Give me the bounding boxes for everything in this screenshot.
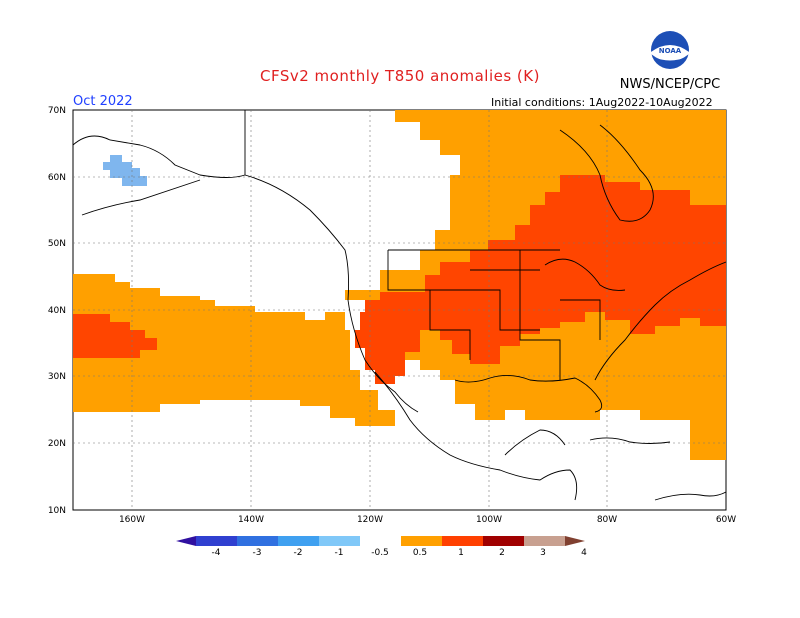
lon-label: 80W: [597, 515, 617, 525]
colorbar: [176, 536, 585, 546]
colorbar-swatch: [237, 536, 278, 546]
lat-label: 10N: [48, 506, 66, 516]
colorbar-arrow-left: [176, 536, 196, 546]
colorbar-labels: -4 -3 -2 -1 -0.5 0.5 1 2 3 4: [212, 548, 588, 558]
colorbar-label: 1: [458, 548, 464, 558]
lon-label: 100W: [476, 515, 502, 525]
colorbar-swatch: [442, 536, 483, 546]
coastlines: [73, 110, 726, 501]
longitude-labels: 160W 140W 120W 100W 80W 60W: [119, 515, 736, 525]
agency-label: NWS/NCEP/CPC: [619, 77, 721, 92]
grid-lines: [73, 110, 726, 510]
logo-text: NOAA: [659, 47, 682, 55]
colorbar-swatch: [483, 536, 524, 546]
lon-label: 60W: [716, 515, 736, 525]
noaa-logo: NOAA: [650, 30, 690, 70]
colorbar-label: 2: [499, 548, 505, 558]
colorbar-arrow-right: [565, 536, 585, 546]
colorbar-label: -4: [212, 548, 221, 558]
colorbar-label: 4: [581, 548, 587, 558]
colorbar-label: 3: [540, 548, 546, 558]
colorbar-swatch: [401, 536, 442, 546]
lon-label: 140W: [238, 515, 264, 525]
colorbar-swatch: [360, 536, 401, 546]
colorbar-label: -1: [335, 548, 344, 558]
colorbar-swatch: [278, 536, 319, 546]
colorbar-label: -0.5: [371, 548, 389, 558]
colorbar-swatch: [524, 536, 565, 546]
forecast-month: Oct 2022: [73, 94, 133, 109]
anomaly-orange-pacific: [73, 274, 395, 426]
lat-label: 30N: [48, 372, 66, 382]
lat-label: 50N: [48, 239, 66, 249]
lat-label: 60N: [48, 173, 66, 183]
colorbar-swatch: [196, 536, 237, 546]
colorbar-label: -3: [253, 548, 262, 558]
colorbar-label: 0.5: [413, 548, 427, 558]
anomaly-red-north-america: [355, 175, 726, 384]
colorbar-swatch: [319, 536, 360, 546]
colorbar-label: -2: [294, 548, 303, 558]
lat-label: 40N: [48, 306, 66, 316]
lat-label: 70N: [48, 106, 66, 116]
anomaly-blue-alaska: [103, 155, 147, 186]
latitude-labels: 70N 60N 50N 40N 30N 20N 10N: [48, 106, 66, 516]
lon-label: 120W: [357, 515, 383, 525]
initial-conditions: Initial conditions: 1Aug2022-10Aug2022: [491, 96, 713, 109]
anomaly-red-pacific: [73, 314, 157, 358]
lon-label: 160W: [119, 515, 145, 525]
chart-title: CFSv2 monthly T850 anomalies (K): [260, 67, 540, 85]
lat-label: 20N: [48, 439, 66, 449]
